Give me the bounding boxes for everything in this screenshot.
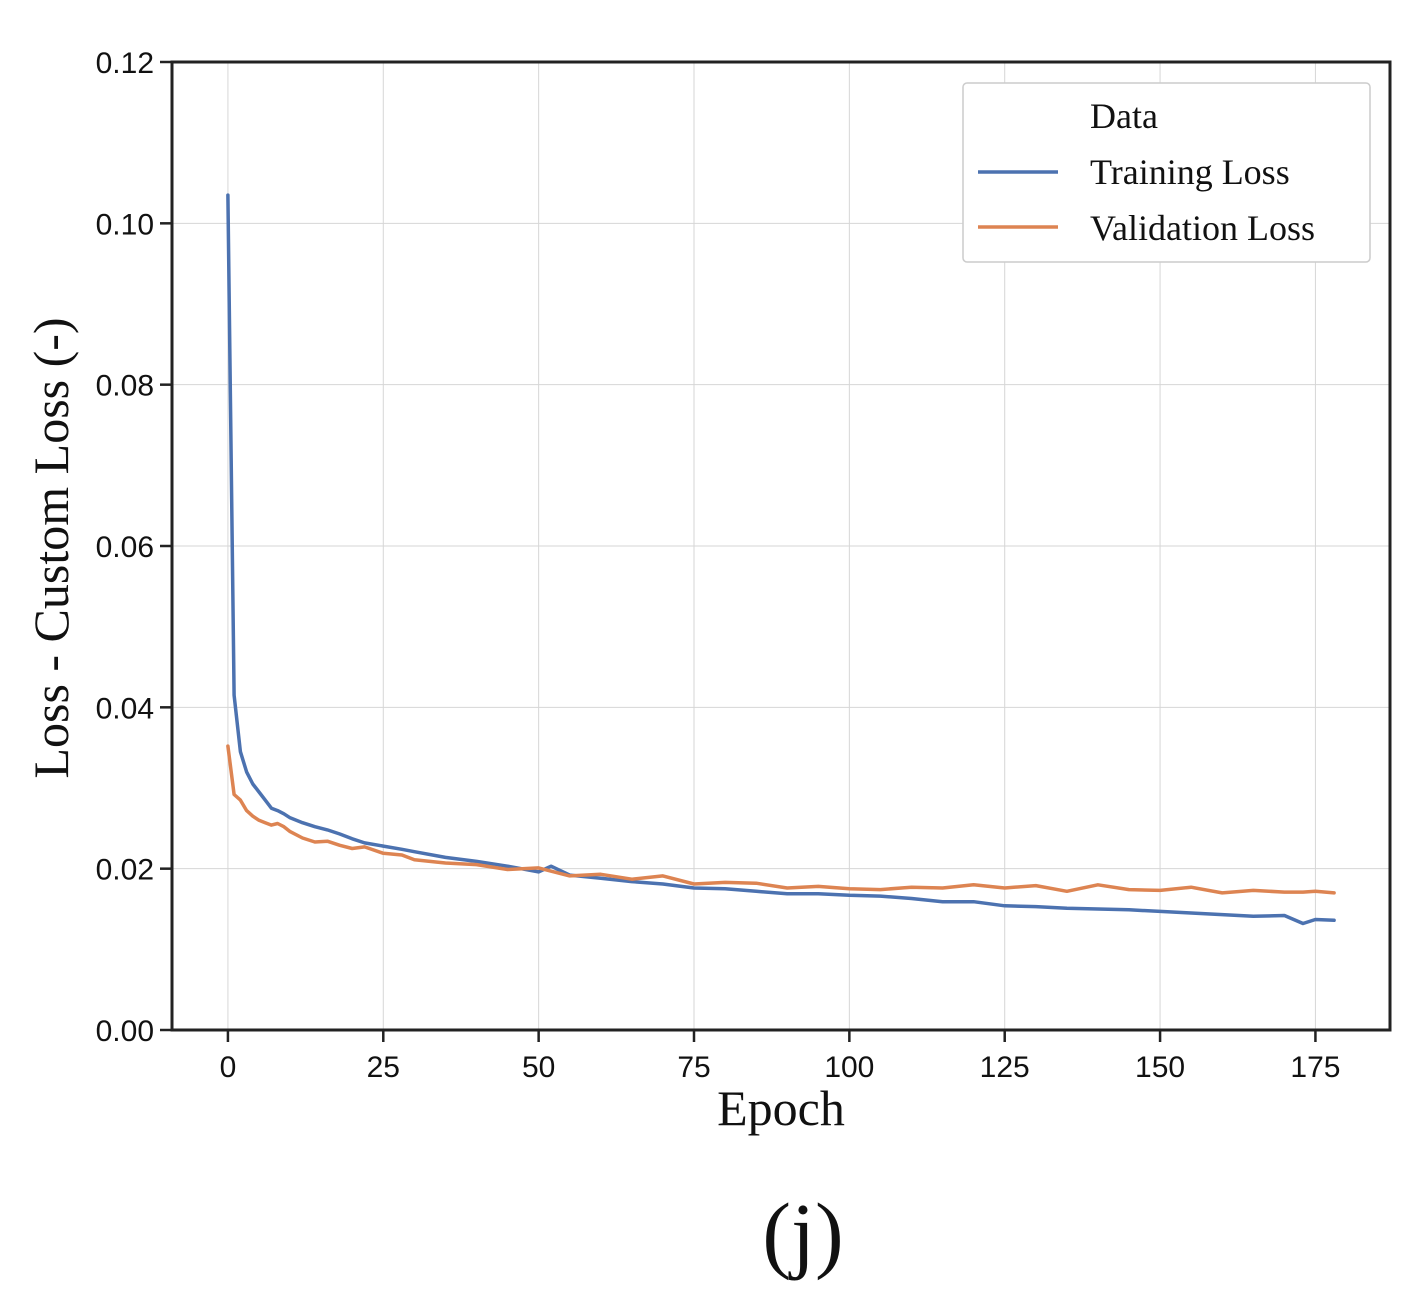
legend-box	[962, 82, 1371, 263]
legend-title: Data	[1090, 96, 1158, 136]
y-tick-label: 0.08	[96, 370, 154, 403]
axis-ticks: 0 25 50 75 100 125 150 175 0.00 0.02 0.04 0.06 0.08 0…	[96, 47, 1341, 1084]
x-axis-title: Epoch	[717, 1080, 845, 1136]
panel-label: (j)	[762, 1185, 843, 1281]
y-tick-label: 0.06	[96, 531, 154, 564]
legend-label-training-loss: Training Loss	[1090, 152, 1290, 192]
y-tick-label: 0.00	[96, 1015, 154, 1048]
x-tick-label: 175	[1290, 1051, 1340, 1084]
x-tick-label: 150	[1135, 1051, 1185, 1084]
legend-label-validation-loss: Validation Loss	[1090, 208, 1315, 248]
y-tick-label: 0.12	[96, 47, 154, 80]
series-line-training-loss	[226, 193, 1336, 926]
legend: Data Training Loss Validation Loss	[962, 82, 1371, 263]
x-tick-label: 75	[677, 1051, 710, 1084]
y-tick-label: 0.04	[96, 692, 154, 725]
x-tick-label: 25	[367, 1051, 400, 1084]
y-tick-label: 0.02	[96, 854, 154, 887]
x-tick-label: 100	[824, 1051, 874, 1084]
series-line-validation-loss	[226, 744, 1336, 895]
x-tick-label: 125	[980, 1051, 1030, 1084]
y-axis-title: Loss - Custom Loss (-)	[23, 317, 79, 778]
y-tick-label: 0.10	[96, 208, 154, 241]
x-tick-label: 0	[220, 1051, 237, 1084]
x-tick-label: 50	[522, 1051, 555, 1084]
series-lines	[226, 193, 1336, 926]
